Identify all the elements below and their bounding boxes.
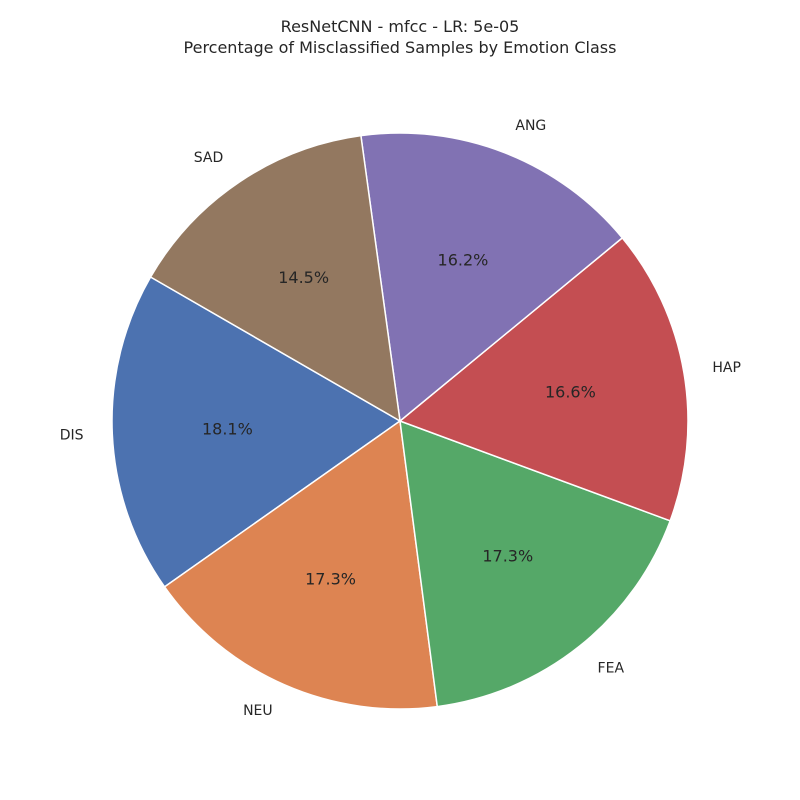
pie-labels: DIS 18.1% NEU 17.3% FEA 17.3% HAP 16.6% ANG 16.2%… xyxy=(60,118,741,719)
pie-slice-hap xyxy=(399,237,689,522)
slice-label-ang: ANG xyxy=(515,118,546,134)
slice-label-fea: FEA xyxy=(598,661,625,677)
pie-slice-dis xyxy=(111,276,401,588)
chart-title: ResNetCNN - mfcc - LR: 5e-05 xyxy=(281,17,520,36)
slice-percent-fea: 17.3% xyxy=(482,547,533,566)
pie-wedges xyxy=(111,132,689,710)
slice-label-dis: DIS xyxy=(60,427,84,443)
slice-percent-ang: 16.2% xyxy=(438,251,489,270)
slice-label-hap: HAP xyxy=(712,360,741,376)
slice-percent-neu: 17.3% xyxy=(305,570,356,589)
pie-slice-ang xyxy=(360,132,624,422)
slice-percent-dis: 18.1% xyxy=(202,419,253,438)
slice-percent-hap: 16.6% xyxy=(545,383,596,402)
slice-label-neu: NEU xyxy=(243,703,273,719)
chart-subtitle: Percentage of Misclassified Samples by E… xyxy=(184,38,617,57)
pie-slice-fea xyxy=(399,420,671,708)
slice-label-sad: SAD xyxy=(194,150,224,166)
pie-slice-neu xyxy=(163,420,439,710)
pie-slice-sad xyxy=(149,134,401,422)
slice-percent-sad: 14.5% xyxy=(278,268,329,287)
